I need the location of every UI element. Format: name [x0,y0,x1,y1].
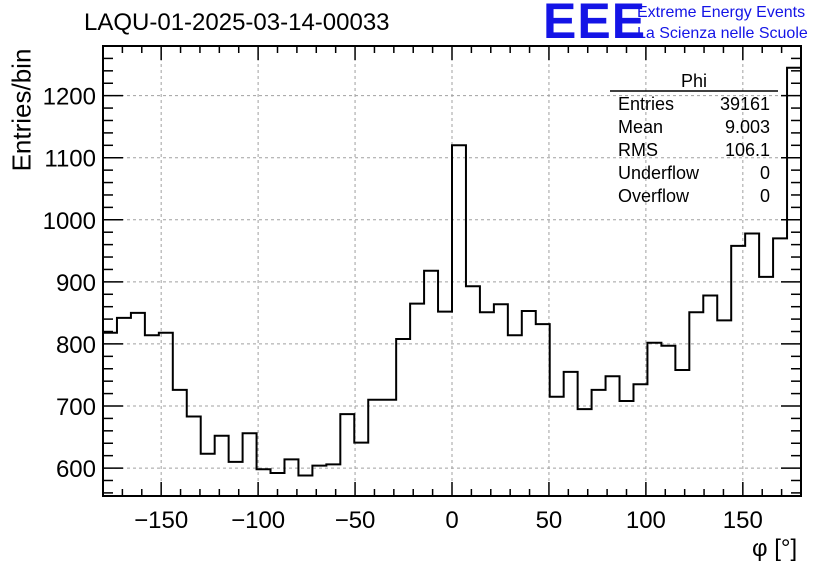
stats-row-value: 106.1 [725,140,770,160]
x-axis-label: φ [°] [752,535,798,562]
y-tick-label: 900 [56,270,96,297]
logo-text-line2: La Scienza nelle Scuole [637,25,808,42]
stats-row-label: Underflow [618,163,700,183]
histogram-bin [620,401,634,496]
histogram-bin [298,476,312,496]
histogram-bin [647,343,661,496]
histogram-bin [703,296,717,496]
histogram-bin [661,346,675,496]
stats-row-label: Mean [618,117,663,137]
stats-row-value: 0 [760,163,770,183]
x-tick-label: −150 [134,507,188,534]
x-tick-label: 100 [626,507,666,534]
y-tick-label: 600 [56,456,96,483]
histogram-bin [396,339,410,496]
axis-ticks [102,45,802,496]
stats-row-value: 0 [760,186,770,206]
stats-box: Phi Entries 39161 Mean 9.003 RMS 106.1 Underflo… [610,71,778,206]
histogram-bin [508,335,522,496]
x-tick-label: 50 [536,507,563,534]
y-tick-label: 1100 [44,146,96,173]
stats-row-label: Entries [618,94,674,114]
histogram-bin [606,376,620,496]
histogram-bin [466,286,480,496]
x-tick-label: −100 [231,507,285,534]
histogram-bin [578,409,592,496]
histogram-bin [410,304,424,496]
histogram-bin [312,466,326,496]
histogram-bin [773,238,787,496]
stats-row-label: Overflow [618,186,690,206]
histogram-bin [564,372,578,496]
histogram-bin [424,271,438,496]
histogram-bin [717,320,731,496]
histogram-bin [745,233,759,496]
stats-row-value: 9.003 [725,117,770,137]
histogram-bin [340,414,354,496]
stats-row-label: RMS [618,140,658,160]
stats-row-value: 39161 [720,94,770,114]
y-tick-label: 1000 [43,208,96,235]
histogram-bin [536,324,550,496]
histogram-bin [103,333,117,496]
y-tick-label: 1200 [43,84,96,111]
histogram-bin [145,335,159,496]
histogram-bin [633,384,647,496]
eee-logo-mark: EEE [543,0,647,49]
histogram-bin [759,277,773,496]
x-tick-label: 150 [723,507,763,534]
histogram-bin [229,462,243,496]
histogram-bin [201,454,215,496]
histogram-bin [550,397,564,496]
histogram-bin [368,400,382,496]
logo-text-line1: Extreme Energy Events [637,4,806,21]
stats-box-name: Phi [681,71,707,91]
axis-tick-labels: −150 −100 −50 0 50 100 150 600 700 800 900 1000 1100… [43,84,763,534]
histogram-bin [173,390,187,496]
histogram-bin [382,400,396,496]
histogram-bin [326,464,340,496]
histogram-bin [243,433,257,496]
histogram-bin [354,443,368,496]
y-tick-label: 800 [56,332,96,359]
y-tick-label: 700 [56,394,96,421]
histogram-bin [452,145,466,496]
x-tick-label: 0 [445,507,458,534]
x-tick-label: −50 [335,507,376,534]
histogram-outline [102,66,802,496]
histogram-bin [675,370,689,496]
histogram-bin [494,304,508,496]
histogram-bin [215,436,229,496]
histogram-bin [187,417,201,496]
chart-title: LAQU-01-2025-03-14-00033 [84,9,390,36]
